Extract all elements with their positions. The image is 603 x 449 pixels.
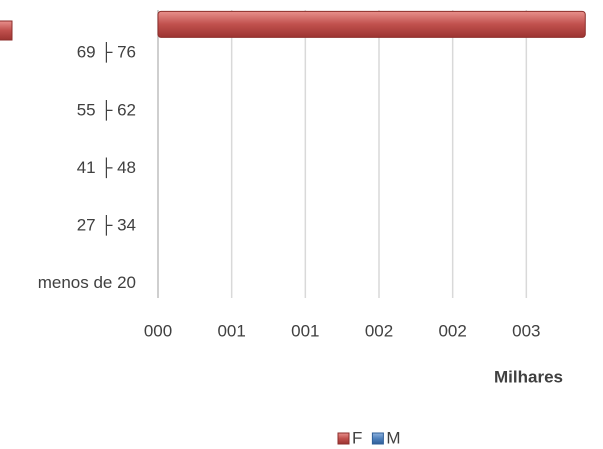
x-tick-label: 003: [512, 321, 540, 340]
x-tick-label: 002: [365, 321, 393, 340]
decor-box: [0, 20, 13, 41]
x-tick-label: 002: [438, 321, 466, 340]
legend-swatch: [337, 432, 350, 445]
legend-swatch: [371, 432, 384, 445]
bar: [157, 10, 586, 38]
y-tick-label: 41 ├ 48: [77, 157, 136, 179]
x-axis-label: Milhares: [494, 367, 563, 386]
y-tick-label: 55 ├ 62: [77, 99, 136, 121]
y-tick-label: 69 ├ 76: [77, 42, 136, 64]
x-tick-label: 001: [291, 321, 319, 340]
legend-label: M: [386, 428, 400, 447]
y-tick-label: menos de 20: [38, 273, 136, 292]
legend-label: F: [352, 428, 362, 447]
x-tick-label: 000: [144, 321, 172, 340]
y-tick-label: 27 ├ 34: [77, 214, 136, 236]
x-tick-label: 001: [217, 321, 245, 340]
x-tick-label: 003: [586, 321, 603, 340]
